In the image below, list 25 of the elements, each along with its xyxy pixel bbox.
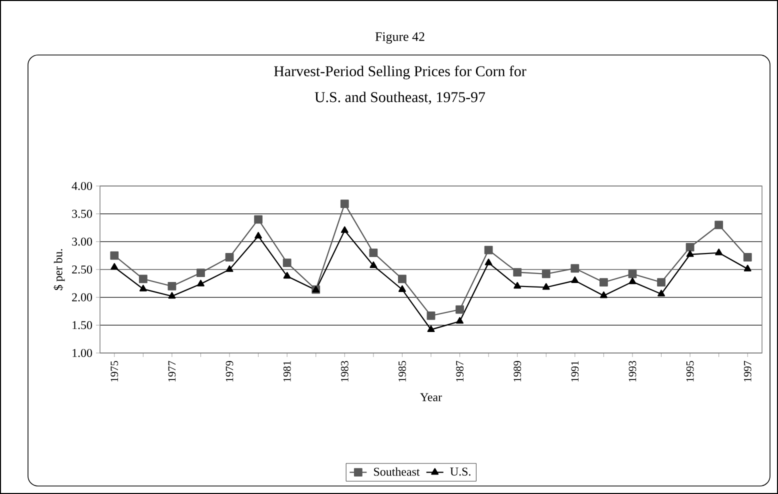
y-tick-label: 1.00 bbox=[72, 348, 92, 358]
x-tick-label: 1995 bbox=[686, 360, 694, 382]
x-tick-label: 1993 bbox=[628, 360, 636, 382]
y-axis-title: $ per bu. bbox=[54, 249, 65, 290]
chart-title: Harvest-Period Selling Prices for Corn for U.S. and Southeast, 1975-97 bbox=[274, 66, 526, 104]
x-tick-label: 1997 bbox=[744, 360, 752, 382]
legend-label: Southeast bbox=[374, 467, 420, 476]
x-tick-label: 1981 bbox=[283, 361, 291, 382]
x-tick-label: 1991 bbox=[571, 361, 579, 382]
x-tick-label: 1987 bbox=[456, 360, 464, 382]
y-tick-label: 3.50 bbox=[72, 210, 92, 218]
y-tick-label: 4.00 bbox=[72, 182, 92, 190]
y-tick-label: 3.00 bbox=[72, 238, 92, 246]
x-tick-label: 1989 bbox=[514, 360, 522, 382]
y-tick-label: 2.50 bbox=[72, 265, 92, 274]
caption: Figure 42 bbox=[375, 32, 424, 44]
legend-label: U.S. bbox=[450, 468, 470, 476]
x-tick-label: 1985 bbox=[398, 360, 406, 382]
y-tick-label: 1.50 bbox=[72, 321, 92, 330]
x-tick-label: 1975 bbox=[110, 360, 118, 382]
x-tick-label: 1983 bbox=[340, 360, 348, 382]
x-tick-label: 1977 bbox=[168, 360, 176, 382]
y-tick-label: 2.00 bbox=[72, 293, 92, 302]
x-tick-label: 1979 bbox=[226, 360, 234, 382]
x-axis-title: Year bbox=[420, 393, 442, 402]
